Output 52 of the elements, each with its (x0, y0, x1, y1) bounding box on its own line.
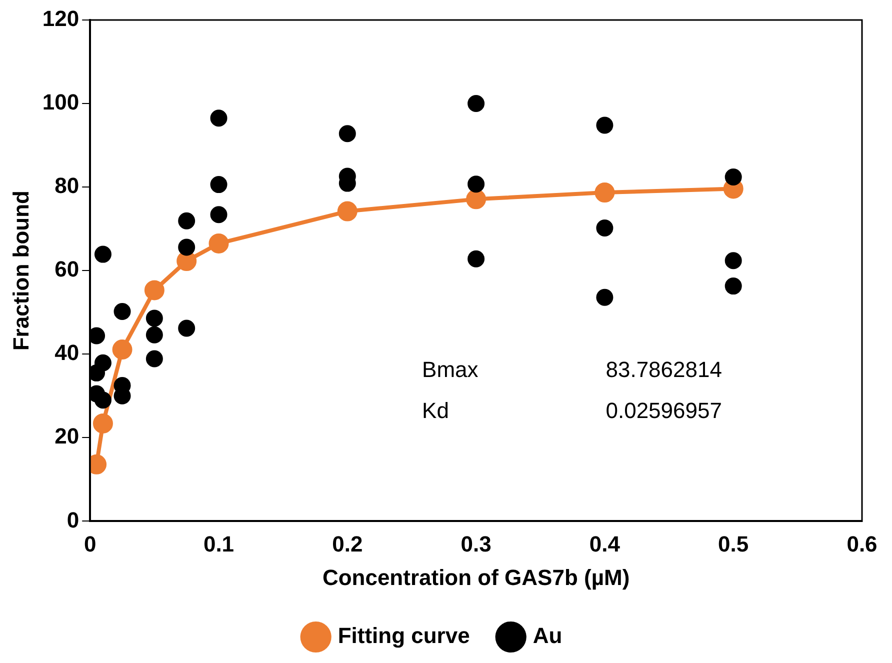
point (210, 206, 228, 224)
point (144, 280, 164, 300)
point (112, 340, 132, 360)
annotation: Kd (422, 398, 449, 423)
y-tick-label: 0 (66, 507, 80, 532)
y-tick-label: 80 (54, 173, 80, 198)
point (146, 326, 163, 344)
y-tick-label: 120 (42, 6, 80, 32)
x-tick-label: 0.2 (332, 531, 363, 556)
x-tick-label: 0.3 (460, 531, 492, 556)
point (338, 125, 356, 142)
point (468, 250, 485, 268)
x-tick-label: 0.1 (203, 531, 234, 556)
point (94, 354, 112, 372)
point (594, 182, 615, 202)
point (146, 350, 163, 368)
point (208, 233, 229, 254)
point (724, 278, 742, 295)
y-tick-label: 20 (54, 424, 80, 449)
point (468, 176, 485, 193)
y-tick-label: 100 (42, 90, 80, 115)
point (92, 413, 113, 434)
point (178, 320, 196, 337)
point (337, 201, 358, 222)
point (94, 392, 112, 409)
point (178, 238, 196, 256)
point (724, 252, 742, 270)
point (468, 95, 485, 112)
point (596, 220, 614, 236)
x-tick-label: 0.5 (718, 531, 749, 556)
point (466, 189, 486, 210)
x-axis-title: Concentration of GAS7b (µM) (322, 564, 630, 590)
point (114, 303, 131, 320)
y-axis-title: Fraction bound (8, 190, 34, 351)
legend-label: Fitting curve (338, 623, 470, 648)
x-tick-label: 0.6 (846, 531, 878, 556)
point (724, 168, 742, 186)
point (94, 246, 112, 263)
annotation: 0.02596957 (606, 398, 722, 423)
annotation: 83.7862814 (606, 356, 722, 382)
x-tick-label: 0 (84, 531, 96, 556)
point (210, 176, 228, 194)
point (210, 110, 228, 127)
y-tick-label: 60 (54, 256, 80, 282)
annotation: Bmax (422, 356, 478, 382)
x-tick-label: 0.4 (589, 531, 621, 556)
point (596, 288, 614, 306)
legend-label: Au (532, 623, 562, 648)
y-tick-label: 40 (54, 340, 80, 366)
point (146, 310, 163, 327)
point (596, 116, 614, 134)
point (178, 212, 196, 230)
